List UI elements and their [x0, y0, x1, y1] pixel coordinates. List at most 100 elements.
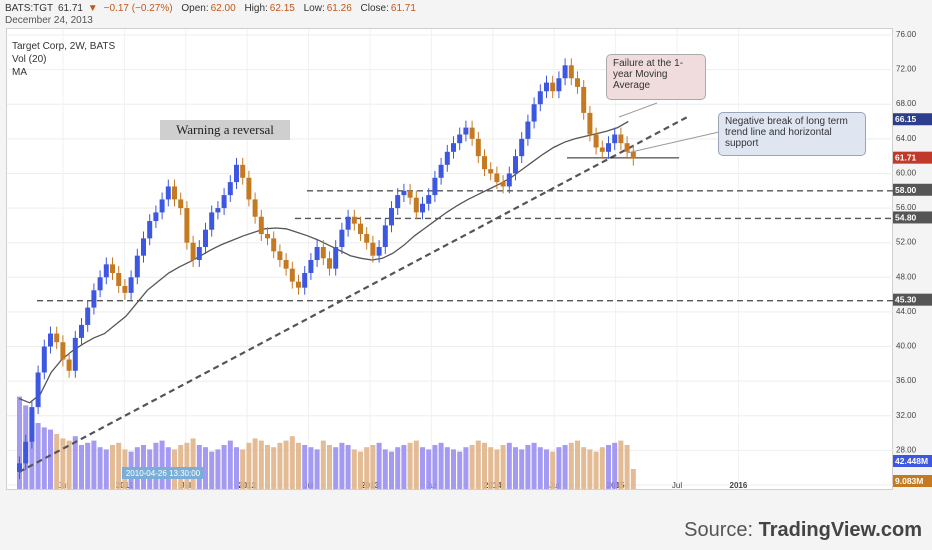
cursor-time-box — [122, 467, 204, 479]
callout-pointer — [626, 131, 720, 154]
candle — [537, 84, 543, 112]
candle-body — [475, 138, 481, 157]
candle-body — [593, 134, 599, 148]
x-tick-label: Jul — [426, 481, 436, 490]
candle-body — [457, 134, 463, 144]
price-tag-box — [893, 113, 932, 126]
candle-body — [190, 242, 196, 260]
close-value: 61.71 — [390, 3, 416, 14]
candle — [308, 253, 314, 280]
price-tag: 9.083M — [893, 475, 932, 487]
candle — [531, 97, 537, 129]
candle-body — [575, 78, 580, 87]
candle — [72, 330, 78, 378]
volume-bar — [91, 440, 97, 489]
volume-bar — [103, 449, 109, 489]
volume-bar — [296, 442, 301, 489]
callout-trendline-break[interactable]: Negative break of long term trend line a… — [718, 112, 866, 156]
candle — [469, 120, 475, 146]
candle-body — [488, 169, 494, 174]
source-brand[interactable]: TradingView.com — [758, 519, 922, 541]
price-tag: 45.30 — [893, 293, 932, 306]
candle — [463, 120, 469, 142]
candle-body — [246, 177, 252, 200]
y-tick-label: 56.00 — [896, 203, 917, 212]
candle — [444, 144, 450, 172]
candle — [178, 192, 184, 215]
volume-bar — [389, 451, 394, 489]
candle-body — [618, 134, 624, 144]
candle — [618, 127, 624, 151]
volume-bar — [79, 445, 84, 489]
candle-body — [289, 268, 295, 282]
legend-title[interactable]: Target Corp, 2W, BATS — [12, 41, 116, 52]
candle — [519, 131, 525, 164]
candle-body — [519, 138, 525, 157]
candle-body — [17, 463, 22, 473]
volume-bar — [203, 447, 208, 489]
symbol-label[interactable]: BATS:TGT — [5, 3, 54, 14]
candle — [358, 216, 363, 241]
candle — [364, 227, 370, 250]
volume-bar — [457, 451, 463, 489]
candle — [252, 192, 258, 224]
candle — [575, 71, 580, 94]
candle — [35, 365, 41, 415]
price-tag: 42.448M — [893, 455, 932, 467]
candle-body — [234, 164, 239, 183]
candle-body — [215, 208, 221, 213]
candle-body — [110, 264, 115, 273]
candle-body — [320, 247, 326, 259]
candle-body — [506, 173, 512, 187]
callout-failure-ma[interactable]: Failure at the 1-year Moving Average — [606, 54, 706, 100]
legend-ma[interactable]: MA — [12, 67, 27, 78]
volume-bar — [17, 396, 22, 489]
candle — [85, 300, 91, 332]
candle — [110, 257, 115, 280]
candle-body — [178, 199, 184, 209]
price-tag-box — [893, 183, 932, 196]
candle-body — [624, 143, 630, 152]
y-tick-label: 40.00 — [896, 342, 917, 351]
price-tag-text: 58.00 — [895, 185, 917, 195]
candle — [494, 166, 500, 190]
candle-body — [134, 255, 140, 278]
candle — [612, 127, 618, 151]
candle-body — [97, 277, 103, 291]
candle — [66, 352, 72, 378]
candle — [581, 80, 587, 120]
candle-body — [444, 151, 450, 165]
chart-pane[interactable]: Jul2011Jul2012Jul2013Jul2014Jul2015Jul20… — [6, 28, 894, 491]
legend-volume[interactable]: Vol (20) — [12, 54, 47, 65]
candle-body — [525, 121, 531, 139]
candle — [54, 326, 60, 350]
volume-bar — [190, 438, 196, 489]
volume-bar — [283, 440, 289, 489]
candle-body — [333, 247, 339, 269]
volume-bar — [215, 449, 221, 489]
volume-bar — [581, 447, 587, 489]
candle-body — [482, 156, 487, 170]
volume-bar — [265, 445, 270, 489]
price-tag-text: 42.448M — [895, 456, 928, 466]
candle — [122, 279, 128, 300]
candle — [488, 162, 494, 181]
price-tag: 54.80 — [893, 211, 932, 224]
ohlc-row: BATS:TGT 61.71 ▼ −0.17 (−0.27%) Open: 62.0… — [5, 3, 422, 14]
price-axis[interactable]: 76.00 72.00 68.00 64.00 60.00 56.00 52.00 48.00… — [893, 28, 932, 490]
chart-svg[interactable]: Jul2011Jul2012Jul2013Jul2014Jul2015Jul20… — [7, 29, 894, 491]
candle-body — [72, 337, 78, 371]
candle — [203, 222, 208, 254]
candle-body — [630, 151, 636, 159]
candle — [568, 58, 574, 86]
candle-body — [277, 251, 283, 260]
candle — [389, 201, 394, 233]
candle — [103, 257, 109, 285]
candle — [296, 274, 301, 295]
candle-body — [612, 134, 618, 144]
price-tag: 58.00 — [893, 183, 932, 196]
chart-legend: Target Corp, 2W, BATS Vol (20) MA — [12, 40, 115, 79]
candle-body — [122, 285, 128, 293]
volume-bar — [500, 445, 506, 489]
candle — [339, 222, 345, 254]
